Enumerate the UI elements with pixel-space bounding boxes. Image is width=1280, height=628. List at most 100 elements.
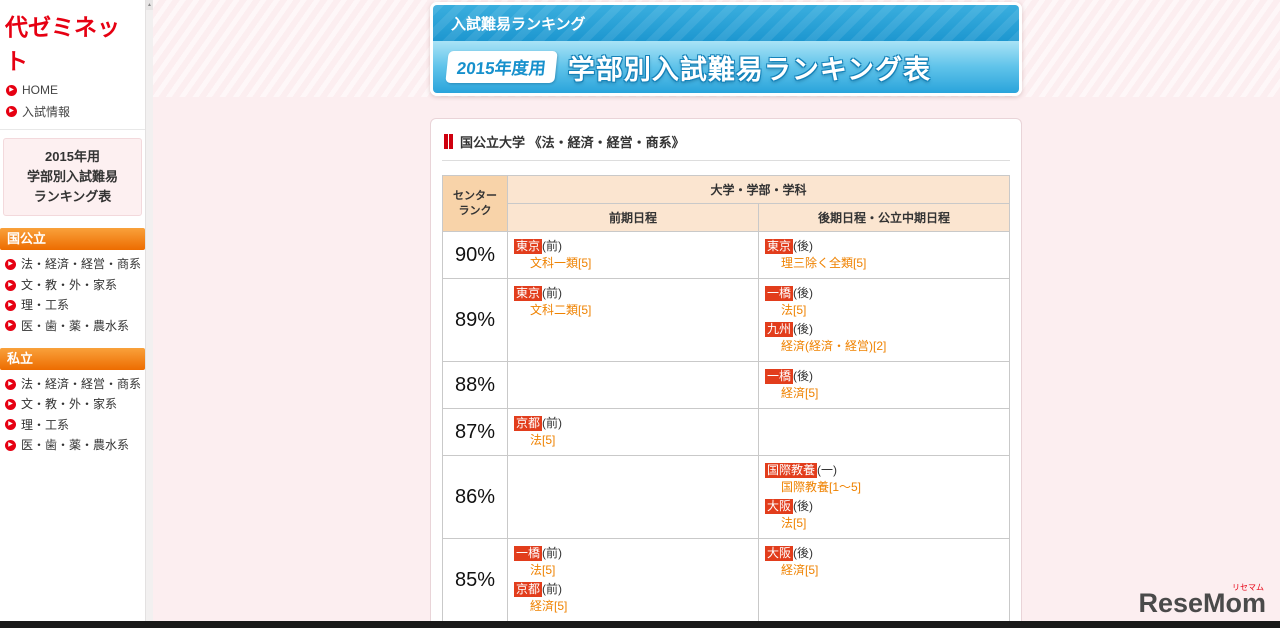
arrow-icon: ▶ <box>5 419 16 431</box>
schedule-suffix: (後) <box>793 322 814 336</box>
university-link[interactable]: 国際教養 <box>765 463 818 478</box>
scroll-up-arrow[interactable]: ▲ <box>146 0 153 10</box>
schedule-suffix: (後) <box>793 239 814 253</box>
banner: 入試難易ランキング 2015年度用 学部別入試難易ランキング表 <box>430 2 1022 96</box>
sidebar-item-label: 医・歯・薬・農水系 <box>21 318 130 333</box>
zenki-cell: 一橋 (前) 法[5] 京都 (前) 経済[5] <box>507 538 759 622</box>
resemom-logo: リセマム ReseMom <box>1138 583 1266 619</box>
site-logo[interactable]: 代ゼミネット <box>5 14 120 74</box>
university-link[interactable]: 九州 <box>765 322 794 337</box>
banner-top: 入試難易ランキング <box>433 5 1019 41</box>
sidebar-scrollbar[interactable]: ▲ <box>145 0 153 628</box>
section-header-national: 国公立 <box>0 228 145 251</box>
sidebar-item-label: 法・経済・経営・商系 <box>21 376 142 391</box>
sidebar-item-label: 医・歯・薬・農水系 <box>21 438 130 453</box>
col-header-kouki: 後期日程・公立中期日程 <box>758 203 1010 232</box>
sidebar-item-label: 法・経済・経営・商系 <box>21 257 142 272</box>
department-link[interactable]: 経済[5] <box>781 563 819 577</box>
section-header-private: 私立 <box>0 347 145 370</box>
resemom-katakana: リセマム <box>1232 583 1264 592</box>
department-link[interactable]: 法[5] <box>781 516 807 530</box>
sidebar-item-law-econ-private[interactable]: ▶ 法・経済・経営・商系 <box>0 374 145 394</box>
schedule-suffix: (前) <box>542 582 563 596</box>
schedule-suffix: (前) <box>542 546 563 560</box>
university-link[interactable]: 東京 <box>765 239 794 254</box>
arrow-icon: ▶ <box>6 106 17 117</box>
col-header-zenki: 前期日程 <box>507 203 759 232</box>
section-title: 国公立大学 《法・経済・経営・商系》 <box>460 135 685 150</box>
university-link[interactable]: 京都 <box>514 416 543 431</box>
sidebar-item-letters[interactable]: ▶ 文・教・外・家系 <box>0 275 145 295</box>
rank-value: 87% <box>442 408 508 456</box>
rank-header-line: ランク <box>458 204 492 217</box>
sidebar-item-medical[interactable]: ▶ 医・歯・薬・農水系 <box>0 316 145 336</box>
ranking-table-body: 90% 東京 (前) 文科一類[5] 東京 (後) 理三除く全類[5] 89% 東京 (前) 文科二… <box>442 231 1010 628</box>
sidebar-item-law-econ[interactable]: ▶ 法・経済・経営・商系 <box>0 254 145 274</box>
arrow-icon: ▶ <box>5 439 16 451</box>
schedule-suffix: (後) <box>793 369 814 383</box>
arrow-icon: ▶ <box>5 259 16 271</box>
university-link[interactable]: 大阪 <box>765 499 794 514</box>
home-icon: ▶ <box>6 84 17 96</box>
department-link[interactable]: 法[5] <box>530 563 556 577</box>
sidebar-title-box: 2015年用 学部別入試難易 ランキング表 <box>3 138 142 217</box>
title-box-line: 2015年用 <box>45 149 100 164</box>
kouki-cell: 一橋 (後) 経済[5] <box>758 361 1010 409</box>
rank-value: 85% <box>442 538 508 622</box>
col-header-university: 大学・学部・学科 <box>507 175 1010 204</box>
nav-item-home[interactable]: ▶ HOME <box>0 80 145 100</box>
sidebar-item-medical-private[interactable]: ▶ 医・歯・薬・農水系 <box>0 435 145 455</box>
university-link[interactable]: 東京 <box>514 239 543 254</box>
nav-item-exam-info[interactable]: ▶ 入試情報 <box>0 100 145 123</box>
rank-header-line: センター <box>453 190 497 203</box>
department-link[interactable]: 国際教養[1〜5] <box>781 480 862 494</box>
department-link[interactable]: 法[5] <box>530 433 556 447</box>
sidebar-item-label: 文・教・外・家系 <box>21 277 118 292</box>
department-link[interactable]: 法[5] <box>781 303 807 317</box>
university-link[interactable]: 大阪 <box>765 546 794 561</box>
section-title-row: 国公立大学 《法・経済・経営・商系》 <box>442 132 1010 151</box>
title-box-line: ランキング表 <box>33 189 112 205</box>
department-link[interactable]: 経済[5] <box>530 599 568 613</box>
department-link[interactable]: 理三除く全類[5] <box>781 256 867 270</box>
department-link[interactable]: 経済(経済・経営)[2] <box>781 339 887 353</box>
university-link[interactable]: 一橋 <box>765 286 794 301</box>
title-box-line: 学部別入試難易 <box>26 169 118 185</box>
kouki-cell: 大阪 (後) 経済[5] <box>758 538 1010 622</box>
sidebar: 代ゼミネット ▶ HOME ▶ 入試情報 2015年用 学部別入試難易 ランキン… <box>0 0 145 628</box>
schedule-suffix: (前) <box>542 239 563 253</box>
schedule-suffix: (前) <box>542 416 563 430</box>
sidebar-item-label: 理・工系 <box>21 298 70 313</box>
department-link[interactable]: 文科二類[5] <box>530 303 592 317</box>
department-link[interactable]: 文科一類[5] <box>530 256 592 270</box>
sidebar-item-science-eng[interactable]: ▶ 理・工系 <box>0 295 145 315</box>
content-box: 国公立大学 《法・経済・経営・商系》 センター ランク 大学・学部・学科 前期日… <box>430 118 1022 628</box>
sidebar-item-label: 理・工系 <box>21 417 70 432</box>
main-content: 入試難易ランキング 2015年度用 学部別入試難易ランキング表 国公立大学 《法… <box>153 0 1280 628</box>
university-link[interactable]: 京都 <box>514 582 543 597</box>
ranking-table: センター ランク 大学・学部・学科 前期日程 後期日程・公立中期日程 90% 東京… <box>442 175 1010 628</box>
zenki-cell <box>507 361 759 409</box>
university-link[interactable]: 東京 <box>514 286 543 301</box>
zenki-cell: 東京 (前) 文科二類[5] <box>507 278 759 362</box>
zenki-cell: 京都 (前) 法[5] <box>507 408 759 456</box>
kouki-cell <box>758 408 1010 456</box>
arrow-icon: ▶ <box>5 279 16 291</box>
schedule-suffix: (前) <box>542 286 563 300</box>
department-link[interactable]: 経済[5] <box>781 386 819 400</box>
sidebar-item-science-eng-private[interactable]: ▶ 理・工系 <box>0 415 145 435</box>
schedule-suffix: (後) <box>793 286 814 300</box>
table-row: 90% 東京 (前) 文科一類[5] 東京 (後) 理三除く全類[5] <box>442 231 1010 279</box>
sidebar-item-letters-private[interactable]: ▶ 文・教・外・家系 <box>0 394 145 414</box>
arrow-icon: ▶ <box>5 320 16 332</box>
table-row: 89% 東京 (前) 文科二類[5] 一橋 (後) 法[5] 九州 (後) 経済(経済・経営)[2… <box>442 278 1010 362</box>
university-link[interactable]: 一橋 <box>765 369 794 384</box>
university-link[interactable]: 一橋 <box>514 546 543 561</box>
banner-bottom: 2015年度用 学部別入試難易ランキング表 <box>433 41 1019 93</box>
rank-value: 88% <box>442 361 508 409</box>
schedule-suffix: (後) <box>793 546 814 560</box>
footer-bar <box>0 621 1280 628</box>
year-badge: 2015年度用 <box>445 51 558 83</box>
table-row: 87% 京都 (前) 法[5] <box>442 408 1010 456</box>
